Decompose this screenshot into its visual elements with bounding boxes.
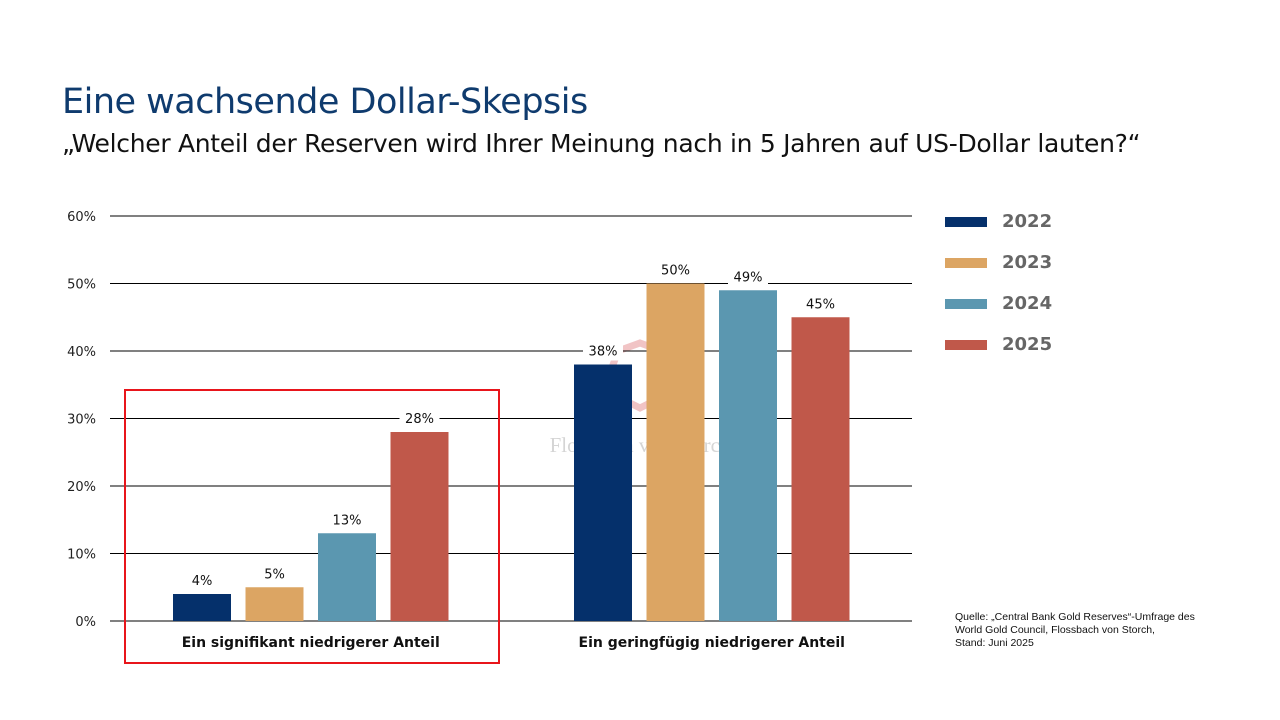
- data-label: 4%: [192, 574, 213, 589]
- legend-swatch: [945, 339, 987, 350]
- legend-label: 2025: [1002, 334, 1053, 355]
- legend-swatch: [945, 216, 987, 227]
- y-tick-label: 0%: [75, 615, 96, 630]
- data-label: 13%: [333, 513, 362, 528]
- bar-2022: [574, 364, 632, 621]
- y-tick-label: 20%: [67, 480, 96, 495]
- data-label: 28%: [405, 412, 434, 427]
- legend-item-2024: 2024: [945, 293, 1052, 314]
- legend-label: 2023: [1002, 252, 1053, 273]
- y-tick-label: 30%: [67, 413, 96, 428]
- data-label-bg: [655, 261, 696, 280]
- source-note: Quelle: „Central Bank Gold Reserves“-Umf…: [955, 611, 1195, 650]
- bar-2025: [791, 317, 850, 621]
- data-label-bg: [399, 410, 440, 428]
- data-label-bg: [182, 572, 222, 590]
- data-label-bg: [327, 511, 367, 530]
- chart-title: Eine wachsende Dollar-Skepsis: [62, 82, 588, 122]
- legend-label: 2024: [1002, 293, 1053, 314]
- bar-2023: [646, 283, 705, 621]
- data-label-bg: [728, 268, 768, 287]
- x-category-label: Ein signifikant niedrigerer Anteil: [182, 635, 440, 651]
- legend-item-2022: 2022: [945, 211, 1052, 232]
- legend-label: 2022: [1002, 211, 1053, 232]
- y-tick-label: 40%: [67, 345, 96, 360]
- bar-2024: [719, 290, 777, 621]
- data-label: 50%: [661, 264, 690, 279]
- data-label: 45%: [806, 297, 835, 312]
- legend-item-2025: 2025: [945, 334, 1052, 355]
- highlight-box: [124, 389, 500, 664]
- x-category-label: Ein geringfügig niedrigerer Anteil: [579, 635, 845, 651]
- data-label: 49%: [734, 270, 763, 285]
- data-label: 38%: [589, 345, 618, 360]
- legend-swatch: [945, 257, 987, 268]
- source-line: Stand: Juni 2025: [955, 637, 1034, 649]
- y-tick-label: 60%: [67, 210, 96, 225]
- bar-2023: [245, 587, 304, 621]
- data-label-bg: [254, 565, 295, 584]
- source-line: Quelle: „Central Bank Gold Reserves“-Umf…: [955, 611, 1195, 623]
- y-tick-label: 50%: [67, 278, 96, 293]
- source-line: World Gold Council, Flossbach von Storch…: [955, 624, 1155, 636]
- bar-2025: [390, 432, 449, 621]
- chart-subtitle: „Welcher Anteil der Reserven wird Ihrer …: [62, 129, 1141, 158]
- bar-2022: [173, 594, 231, 621]
- data-label: 5%: [264, 567, 285, 582]
- y-tick-label: 10%: [67, 548, 96, 563]
- legend-item-2023: 2023: [945, 252, 1052, 273]
- bar-2024: [318, 533, 376, 621]
- data-label-bg: [583, 342, 623, 361]
- data-label-bg: [800, 295, 841, 314]
- legend-swatch: [945, 298, 987, 309]
